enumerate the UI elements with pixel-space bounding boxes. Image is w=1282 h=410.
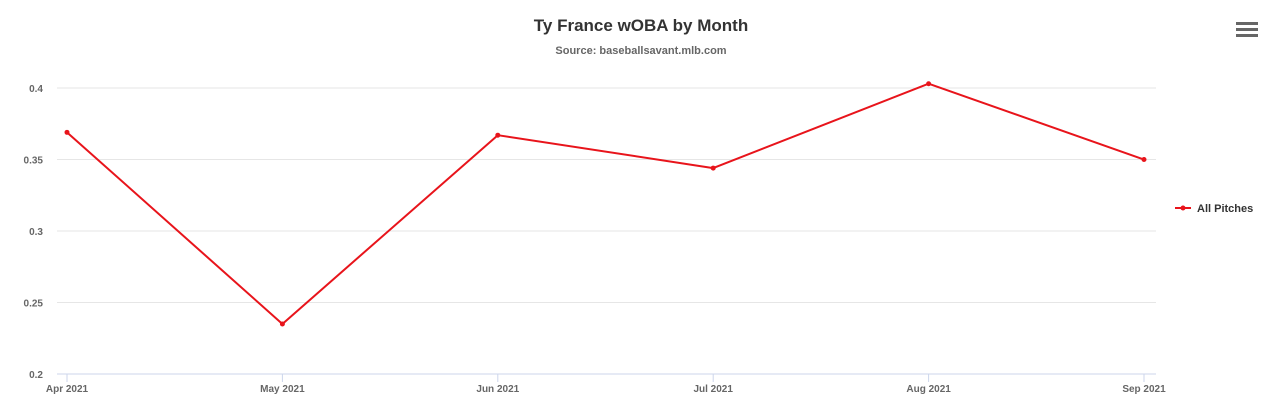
series-line-all-pitches [66,82,1145,325]
menu-bar [1236,22,1258,25]
chart-subtitle: Source: baseballsavant.mlb.com [555,45,727,57]
legend-marker [1180,205,1186,211]
legend-item-all-pitches[interactable]: All Pitches [1197,203,1253,215]
y-tick-label: 0.2 [29,370,43,381]
y-tick-label: 0.35 [24,156,44,167]
menu-bar [1236,34,1258,37]
data-point[interactable] [279,321,285,327]
data-point[interactable] [1141,157,1147,162]
data-point[interactable] [495,132,501,138]
data-point[interactable] [926,81,932,87]
y-tick-label: 0.3 [29,227,43,238]
menu-bar [1236,28,1258,31]
y-tick-label: 0.4 [29,84,43,95]
x-tick-label: Jun 2021 [476,384,519,395]
chart-title: Ty France wOBA by Month [533,16,749,35]
x-tick-label: Apr 2021 [46,384,89,395]
x-tick-label: Jul 2021 [693,384,733,395]
data-point[interactable] [64,129,70,135]
y-tick-label: 0.25 [24,299,44,310]
data-point[interactable] [710,165,716,171]
x-tick-label: Sep 2021 [1122,384,1166,395]
x-tick-label: Aug 2021 [906,384,951,395]
hamburger-menu-icon[interactable] [1236,22,1258,40]
x-tick-label: May 2021 [260,384,305,395]
